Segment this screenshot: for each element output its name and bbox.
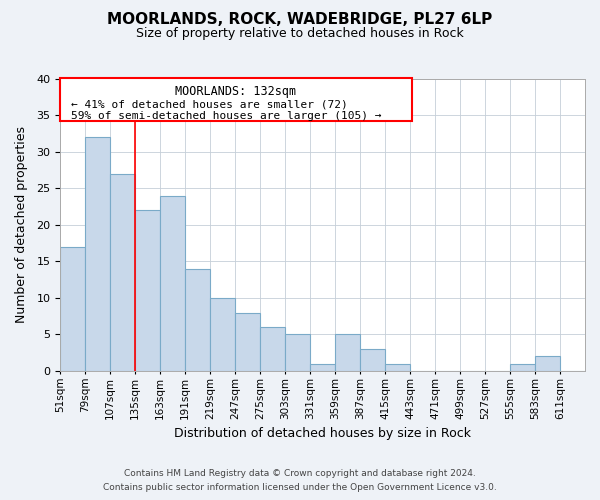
Bar: [60, 78, 412, 122]
Bar: [335, 334, 360, 371]
Text: ← 41% of detached houses are smaller (72): ← 41% of detached houses are smaller (72…: [71, 100, 347, 110]
Bar: [185, 269, 210, 371]
Bar: [135, 210, 160, 371]
Bar: [385, 364, 410, 371]
Text: Contains HM Land Registry data © Crown copyright and database right 2024.: Contains HM Land Registry data © Crown c…: [124, 468, 476, 477]
Text: Contains public sector information licensed under the Open Government Licence v3: Contains public sector information licen…: [103, 484, 497, 492]
Text: MOORLANDS, ROCK, WADEBRIDGE, PL27 6LP: MOORLANDS, ROCK, WADEBRIDGE, PL27 6LP: [107, 12, 493, 28]
Bar: [310, 364, 335, 371]
Text: MOORLANDS: 132sqm: MOORLANDS: 132sqm: [175, 85, 296, 98]
Bar: [285, 334, 310, 371]
Bar: [85, 138, 110, 371]
Bar: [510, 364, 535, 371]
Bar: [360, 349, 385, 371]
Bar: [535, 356, 560, 371]
Bar: [235, 312, 260, 371]
Bar: [60, 247, 85, 371]
Bar: [260, 327, 285, 371]
Text: Size of property relative to detached houses in Rock: Size of property relative to detached ho…: [136, 28, 464, 40]
Bar: [110, 174, 135, 371]
Bar: [160, 196, 185, 371]
X-axis label: Distribution of detached houses by size in Rock: Distribution of detached houses by size …: [174, 427, 471, 440]
Y-axis label: Number of detached properties: Number of detached properties: [15, 126, 28, 324]
Bar: [210, 298, 235, 371]
Text: 59% of semi-detached houses are larger (105) →: 59% of semi-detached houses are larger (…: [71, 111, 381, 121]
